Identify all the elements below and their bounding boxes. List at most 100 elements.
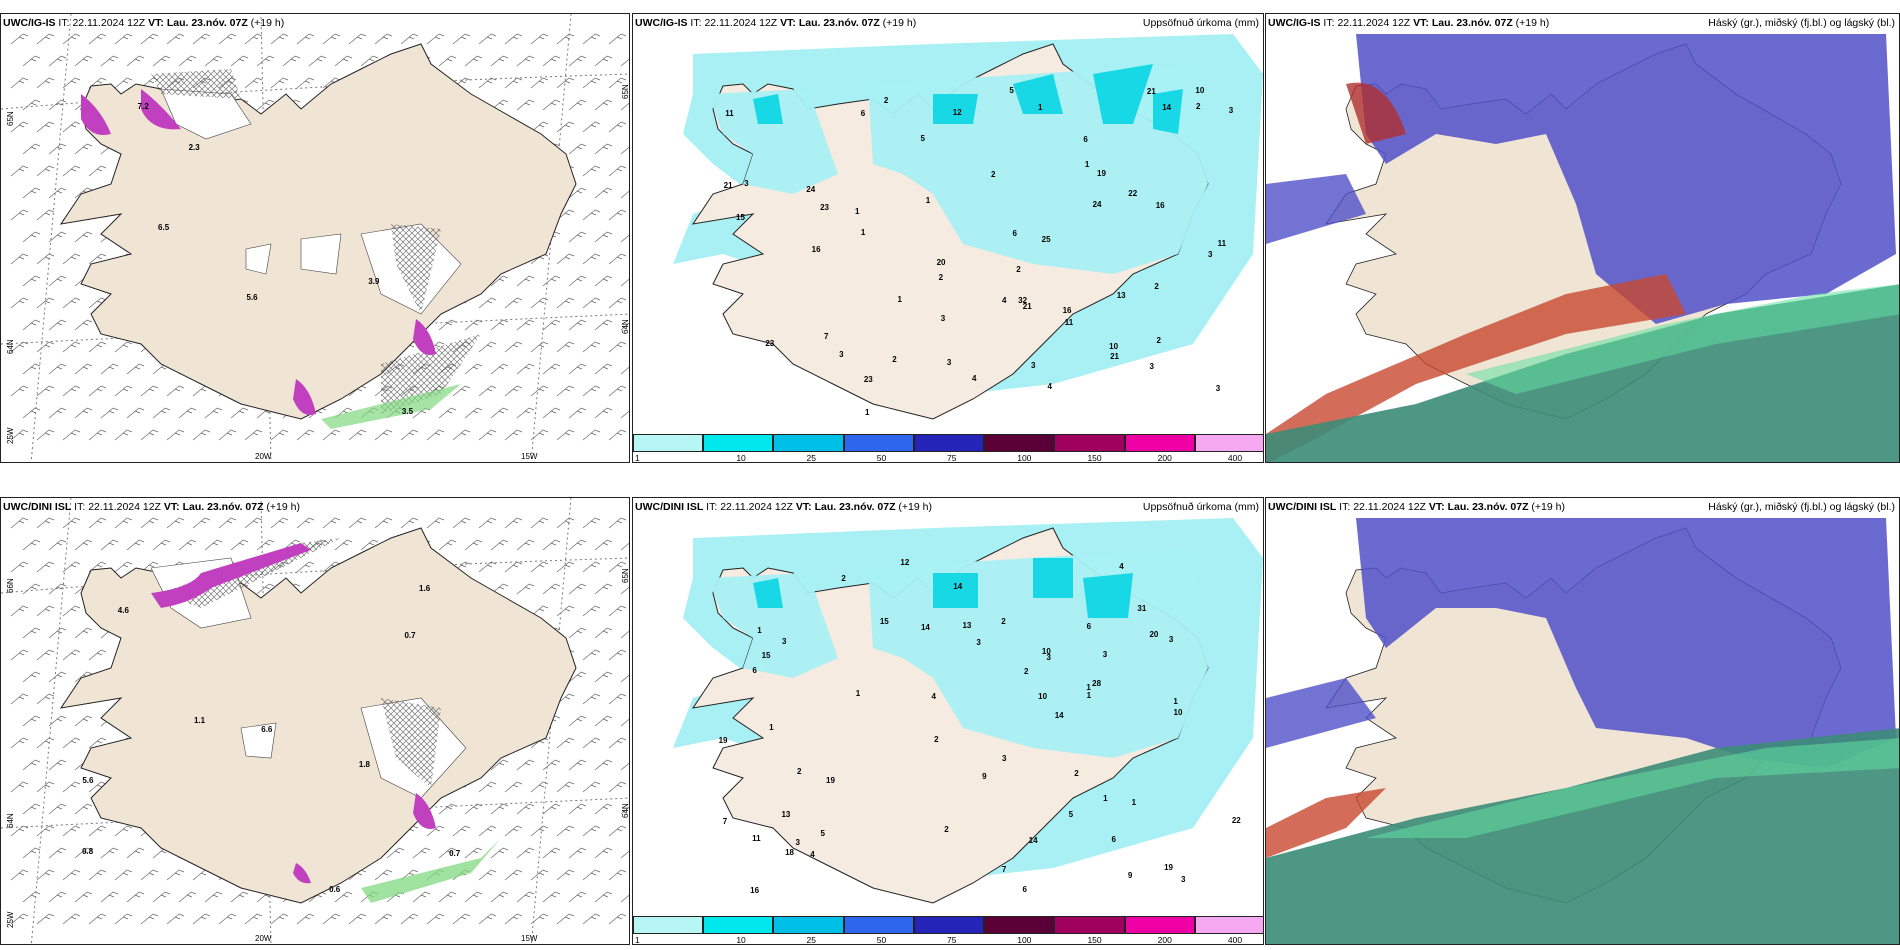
wind-barb [10,385,29,397]
wind-barb [36,209,55,221]
wind-barb [464,319,483,331]
wind-barb [582,33,601,45]
wind-barb [568,891,587,903]
wind-barb [478,825,497,837]
map-value-label: 2 [1001,617,1006,627]
wind-barb [542,319,561,331]
wind-barb [620,718,629,727]
wind-barb [478,77,497,89]
wind-barb [594,187,613,199]
precip-map-panel-bottom: UWC/DINI ISL IT: 22.11.2024 12Z VT: Lau.… [632,497,1264,945]
wind-barb [178,891,197,903]
wind-barb [582,605,601,617]
wind-barb [582,781,601,793]
wind-barb [530,561,549,573]
wind-barb [568,319,587,331]
wind-barb [256,539,275,551]
wind-barb [100,407,119,419]
wind-barb [620,630,629,639]
map-value-label: 2 [990,169,996,179]
wind-barb [22,803,41,815]
wind-barb [22,715,41,727]
wind-barb [62,385,81,397]
map-value-label: 14 [953,582,963,592]
map-value-label: 9 [982,772,987,782]
map-value-label: 3 [839,350,844,360]
wind-barb [556,605,575,617]
wind-barb [348,517,367,529]
wind-barb [48,583,67,595]
wind-barb [386,847,405,859]
wind-barb [22,407,41,419]
wind-barb [62,825,81,837]
precip-map-svg [673,518,1263,904]
wind-barb [256,583,275,595]
wind-barb [582,209,601,221]
map-value-label: 1 [757,626,762,636]
wind-barb [218,33,237,45]
wind-barb [490,759,509,771]
wind-barb [620,190,629,199]
wind-map-svg [1,498,629,944]
wind-barb [504,297,523,309]
wind-barb [504,429,523,441]
wind-barb [48,231,67,243]
wind-barb [568,715,587,727]
wind-barb [516,803,535,815]
wind-barb [594,143,613,155]
wind-barb [568,187,587,199]
map-value-label: 1 [854,206,860,216]
wind-barb [36,561,55,573]
wind-barb [504,913,523,925]
wind-barb [400,869,419,881]
map-value-label: 1 [769,722,774,732]
wind-barb [36,253,55,265]
map-value-label: 5.6 [246,293,258,303]
wind-barb [374,913,393,925]
wind-barb [74,231,93,243]
wind-barb [88,165,107,177]
wind-barb [582,385,601,397]
wind-barb [126,891,145,903]
wind-barb [256,99,275,111]
map-value-label: 1.6 [419,584,431,594]
wind-barb [530,385,549,397]
wind-barb [582,121,601,133]
map-value-label: 0.7 [404,631,416,641]
lat-label: 65N [6,111,15,126]
wind-barb [10,737,29,749]
wind-barb [556,385,575,397]
map-value-label: 20 [1149,629,1159,639]
map-value-label: 23 [820,202,830,212]
lat-label: 66N [6,578,15,593]
map-value-label: 1 [1086,691,1092,701]
wind-barb [582,517,601,529]
wind-barb [270,33,289,45]
map-value-label: 20 [936,257,946,267]
wind-barb [322,913,341,925]
lat-label: 65N [621,568,630,583]
map-value-label: 1 [860,228,866,238]
colorbar-tick: 50 [876,935,887,945]
map-value-label: 1 [897,295,902,305]
wind-barb [74,363,93,375]
wind-barb [478,913,497,925]
colorbar-tick: 25 [806,935,817,945]
wind-barb [88,429,107,441]
wind-barb [464,363,483,375]
colorbar-tick: 400 [1227,935,1243,945]
wind-barb [218,429,237,441]
wind-barb [114,517,133,529]
wind-barb [62,429,81,441]
wind-barb [478,297,497,309]
wind-barb [10,33,29,45]
colorbar-tick: 100 [1017,453,1032,463]
precip-map-panel-top: UWC/IG-IS IT: 22.11.2024 12Z VT: Lau. 23… [632,13,1264,463]
wind-barb [412,847,431,859]
wind-barb [412,891,431,903]
wind-barb [22,891,41,903]
wind-barb [36,737,55,749]
wind-barb [556,209,575,221]
map-value-label: 22 [1128,189,1138,199]
wind-barb [556,253,575,265]
